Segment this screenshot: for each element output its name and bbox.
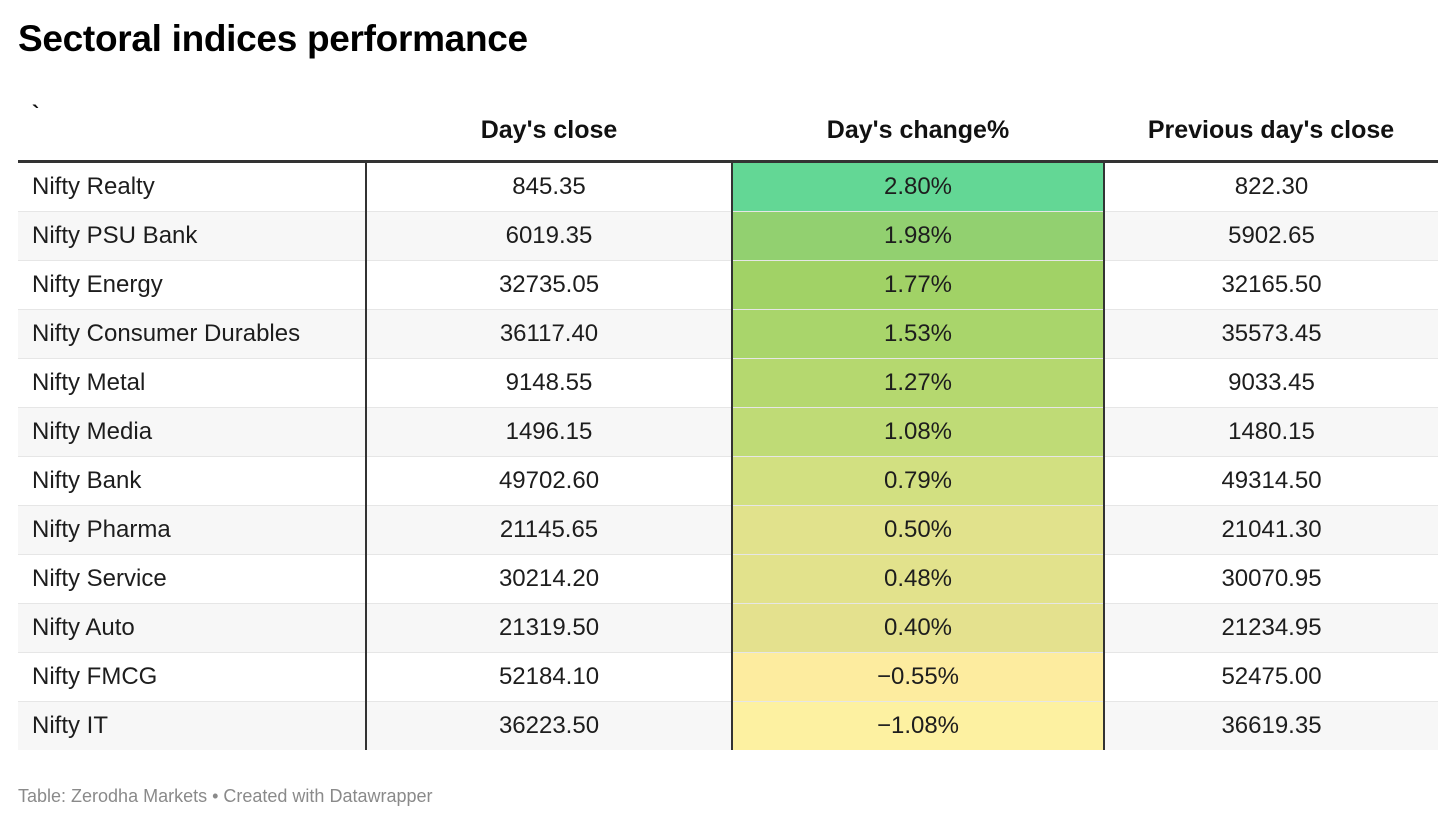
header-row: ` Day's close Day's change% Previous day…: [18, 101, 1438, 163]
index-name: Nifty Media: [18, 407, 366, 457]
header-days-change: Day's change%: [732, 101, 1104, 163]
days-close-value: 845.35: [365, 161, 732, 212]
days-change-value: 0.79%: [731, 456, 1105, 506]
days-close-value: 1496.15: [365, 407, 732, 457]
table-title: Sectoral indices performance: [18, 18, 528, 59]
source-note: Table: Zerodha Markets • Created with Da…: [18, 786, 433, 806]
days-change-value: 2.80%: [731, 161, 1105, 212]
days-change-value: 1.98%: [731, 211, 1105, 261]
table-row: Nifty Auto 21319.50 0.40% 21234.95: [18, 603, 1438, 653]
days-change-value: 0.48%: [731, 554, 1105, 604]
prev-close-value: 36619.35: [1104, 701, 1438, 750]
days-close-value: 32735.05: [365, 260, 732, 310]
prev-close-value: 35573.45: [1104, 309, 1438, 359]
days-change-value: 0.40%: [731, 603, 1105, 653]
table-row: Nifty Service 30214.20 0.48% 30070.95: [18, 554, 1438, 604]
prev-close-value: 5902.65: [1104, 211, 1438, 261]
days-close-value: 36117.40: [365, 309, 732, 359]
table-body: Nifty Realty 845.35 2.80% 822.30 Nifty PSU B…: [18, 161, 1438, 750]
prev-close-value: 9033.45: [1104, 358, 1438, 408]
days-change-value: 1.77%: [731, 260, 1105, 310]
days-close-value: 6019.35: [365, 211, 732, 261]
days-close-value: 21145.65: [365, 505, 732, 555]
table-row: Nifty IT 36223.50 −1.08% 36619.35: [18, 701, 1438, 750]
days-close-value: 9148.55: [365, 358, 732, 408]
days-change-value: 1.53%: [731, 309, 1105, 359]
index-name: Nifty IT: [18, 701, 366, 750]
table-row: Nifty PSU Bank 6019.35 1.98% 5902.65: [18, 211, 1438, 261]
days-close-value: 36223.50: [365, 701, 732, 750]
index-name: Nifty Consumer Durables: [18, 309, 366, 359]
table-row: Nifty Bank 49702.60 0.79% 49314.50: [18, 456, 1438, 506]
header-name: `: [18, 101, 366, 163]
days-change-value: −0.55%: [731, 652, 1105, 702]
prev-close-value: 1480.15: [1104, 407, 1438, 457]
table-row: Nifty Metal 9148.55 1.27% 9033.45: [18, 358, 1438, 408]
table-row: Nifty Consumer Durables 36117.40 1.53% 3557…: [18, 309, 1438, 359]
days-change-value: 0.50%: [731, 505, 1105, 555]
index-name: Nifty Pharma: [18, 505, 366, 555]
prev-close-value: 52475.00: [1104, 652, 1438, 702]
days-change-value: −1.08%: [731, 701, 1105, 750]
days-close-value: 21319.50: [365, 603, 732, 653]
index-name: Nifty Energy: [18, 260, 366, 310]
table-row: Nifty FMCG 52184.10 −0.55% 52475.00: [18, 652, 1438, 702]
prev-close-value: 30070.95: [1104, 554, 1438, 604]
prev-close-value: 49314.50: [1104, 456, 1438, 506]
header-prev-close: Previous day's close: [1104, 101, 1438, 163]
index-name: Nifty PSU Bank: [18, 211, 366, 261]
prev-close-value: 21041.30: [1104, 505, 1438, 555]
prev-close-value: 32165.50: [1104, 260, 1438, 310]
days-close-value: 52184.10: [365, 652, 732, 702]
table-row: Nifty Media 1496.15 1.08% 1480.15: [18, 407, 1438, 457]
index-name: Nifty Service: [18, 554, 366, 604]
days-close-value: 49702.60: [365, 456, 732, 506]
prev-close-value: 21234.95: [1104, 603, 1438, 653]
prev-close-value: 822.30: [1104, 161, 1438, 212]
days-change-value: 1.08%: [731, 407, 1105, 457]
days-close-value: 30214.20: [365, 554, 732, 604]
index-name: Nifty Realty: [18, 161, 366, 212]
days-change-value: 1.27%: [731, 358, 1105, 408]
table-row: Nifty Pharma 21145.65 0.50% 21041.30: [18, 505, 1438, 555]
table-row: Nifty Energy 32735.05 1.77% 32165.50: [18, 260, 1438, 310]
header-days-close: Day's close: [366, 101, 732, 163]
index-name: Nifty FMCG: [18, 652, 366, 702]
index-name: Nifty Metal: [18, 358, 366, 408]
table-row: Nifty Realty 845.35 2.80% 822.30: [18, 161, 1438, 212]
index-name: Nifty Auto: [18, 603, 366, 653]
sector-table: ` Day's close Day's change% Previous day…: [18, 101, 1438, 750]
index-name: Nifty Bank: [18, 456, 366, 506]
